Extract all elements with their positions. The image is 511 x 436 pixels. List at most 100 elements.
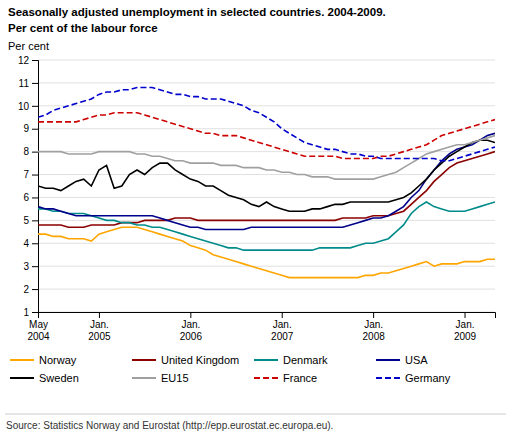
legend-label: Norway <box>39 354 77 366</box>
x-tick-label: Jan.2006 <box>180 319 203 342</box>
x-tick-label: Jan.2007 <box>271 319 294 342</box>
x-tick-label-line: 2005 <box>88 331 111 342</box>
y-tick-mark <box>32 152 38 153</box>
y-tick: 6 <box>23 192 38 203</box>
y-tick-label: 12 <box>18 55 30 66</box>
legend-item: United Kingdom <box>132 354 239 366</box>
y-tick-mark <box>32 197 38 198</box>
x-tick-label: Jan.2005 <box>88 319 111 342</box>
legend-label: EU15 <box>161 372 189 384</box>
y-tick-label: 5 <box>23 215 29 226</box>
grid <box>38 60 495 312</box>
legend-swatch <box>376 377 400 379</box>
x-axis-line <box>39 313 496 319</box>
y-tick-mark <box>32 243 38 244</box>
x-tick-mark <box>38 312 39 318</box>
legend-item: USA <box>376 354 428 366</box>
x-tick-label: Jan.2008 <box>363 319 386 342</box>
x-axis: May2004Jan.2005Jan.2006Jan.2007Jan.2008J… <box>27 312 495 342</box>
y-tick: 4 <box>23 238 38 249</box>
y-tick-mark <box>32 312 38 313</box>
y-tick-label: 11 <box>19 78 30 89</box>
y-axis: 123456789101112 <box>18 55 39 318</box>
y-axis-line <box>32 61 39 313</box>
grid-line <box>38 82 495 83</box>
legend-swatch <box>132 359 156 361</box>
y-tick: 2 <box>23 284 38 295</box>
x-tick-label: Jan.2009 <box>454 319 477 342</box>
y-tick-mark <box>32 129 38 130</box>
y-tick-label: 6 <box>23 192 29 203</box>
series-line <box>38 133 495 229</box>
legend-item: Denmark <box>254 354 328 366</box>
legend-item: France <box>254 372 317 384</box>
legend-swatch <box>132 377 156 379</box>
x-tick-label: May2004 <box>27 319 50 342</box>
series-line <box>38 87 495 160</box>
plot: 123456789101112May2004Jan.2005Jan.2006Ja… <box>18 55 496 342</box>
grid-line <box>38 197 495 198</box>
y-axis-label: Per cent <box>8 40 49 52</box>
y-tick: 5 <box>23 215 38 226</box>
legend-swatch <box>254 359 278 361</box>
legend-label: France <box>283 372 317 384</box>
x-tick-label-line: Jan. <box>90 319 109 330</box>
x-tick: May2004 <box>27 312 50 342</box>
grid-line <box>38 174 495 175</box>
grid-line <box>38 266 495 267</box>
y-tick-mark <box>32 289 38 290</box>
legend-label: Denmark <box>283 354 328 366</box>
legend-item: Germany <box>376 372 451 384</box>
y-tick-mark <box>32 106 38 107</box>
y-tick-mark <box>32 83 38 84</box>
x-tick-label-line: 2009 <box>454 331 477 342</box>
chart: Seasonally adjusted unemployment in sele… <box>0 0 511 436</box>
subtitle: Per cent of the labour force <box>8 22 158 34</box>
y-tick-mark <box>32 266 38 267</box>
chart-container: Seasonally adjusted unemployment in sele… <box>0 0 511 436</box>
y-tick: 11 <box>19 78 38 89</box>
y-tick-label: 10 <box>18 101 30 112</box>
x-tick-label-line: 2006 <box>180 331 203 342</box>
x-tick-label-line: 2007 <box>271 331 294 342</box>
x-tick: Jan.2005 <box>88 312 111 342</box>
x-tick-label-line: Jan. <box>456 319 475 330</box>
legend: Norway United Kingdom Denmark USA Sweden EU15… <box>10 354 451 384</box>
legend-label: Sweden <box>39 372 79 384</box>
y-tick-label: 8 <box>23 146 29 157</box>
x-tick: Jan.2009 <box>454 312 477 342</box>
y-tick-mark <box>32 175 38 176</box>
y-tick: 7 <box>23 169 38 180</box>
legend-swatch <box>254 377 278 379</box>
x-tick: Jan.2008 <box>363 312 386 342</box>
y-tick-mark <box>32 60 38 61</box>
series-line <box>38 227 495 277</box>
y-tick: 3 <box>23 261 38 272</box>
y-tick-label: 4 <box>23 238 29 249</box>
title: Seasonally adjusted unemployment in sele… <box>8 6 386 18</box>
y-tick: 8 <box>23 146 38 157</box>
legend-label: United Kingdom <box>161 354 239 366</box>
x-tick-label-line: 2008 <box>363 331 386 342</box>
x-tick: Jan.2007 <box>271 312 294 342</box>
grid-line <box>38 289 495 290</box>
series-line <box>38 136 495 180</box>
x-tick-mark <box>465 312 466 318</box>
y-tick-mark <box>32 220 38 221</box>
x-tick-mark <box>373 312 374 318</box>
grid-line <box>38 60 495 61</box>
legend-label: Germany <box>405 372 451 384</box>
legend-item: Norway <box>10 354 77 366</box>
x-tick-mark <box>282 312 283 318</box>
legend-swatch <box>10 377 34 379</box>
series-line <box>38 113 495 159</box>
y-tick-label: 1 <box>23 307 29 318</box>
legend-label: USA <box>405 354 428 366</box>
x-tick-mark <box>99 312 100 318</box>
grid-line <box>38 105 495 106</box>
y-tick-label: 2 <box>23 284 29 295</box>
x-tick: Jan.2006 <box>180 312 203 342</box>
x-tick-label-line: 2004 <box>27 331 50 342</box>
source-note: Source: Statistics Norway and Eurostat (… <box>6 420 333 431</box>
x-tick-label-line: Jan. <box>181 319 200 330</box>
